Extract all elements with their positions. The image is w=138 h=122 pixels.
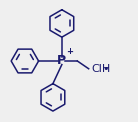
Text: •: • xyxy=(102,64,108,74)
Text: ClH: ClH xyxy=(91,64,110,74)
Text: P: P xyxy=(57,55,66,67)
Text: +: + xyxy=(66,47,73,56)
